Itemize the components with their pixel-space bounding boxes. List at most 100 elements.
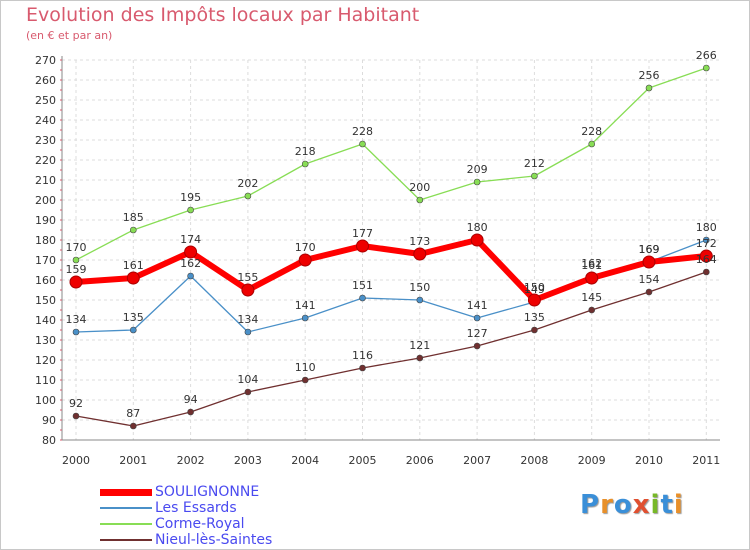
x-tick-label: 2010 <box>635 454 663 467</box>
data-point <box>702 236 710 244</box>
y-tick-label: 200 <box>35 194 56 207</box>
data-label: 162 <box>180 257 201 270</box>
data-label: 195 <box>180 191 201 204</box>
data-point <box>699 249 713 263</box>
data-label: 155 <box>237 271 258 284</box>
series-line-corme-royal <box>75 67 707 261</box>
data-point <box>359 140 366 148</box>
data-point <box>642 255 656 269</box>
legend-label: Nieul-lès-Saintes <box>155 532 273 548</box>
data-label: 172 <box>696 237 717 250</box>
x-tick-label: 2009 <box>578 454 606 467</box>
data-label: 228 <box>352 125 373 138</box>
data-label: 141 <box>467 299 488 312</box>
data-label: 94 <box>184 393 198 406</box>
data-point <box>645 84 653 92</box>
data-point <box>69 275 83 289</box>
data-point <box>244 192 252 200</box>
x-tick-label: 2008 <box>520 454 548 467</box>
data-point <box>130 422 137 430</box>
data-label: 154 <box>639 273 660 286</box>
legend-swatch <box>100 539 152 541</box>
line-chart: 8090100110120130140150160170180190200210… <box>35 49 720 467</box>
data-label: 87 <box>126 407 140 420</box>
data-label: 173 <box>409 235 430 248</box>
data-point <box>130 226 137 234</box>
data-point <box>72 328 80 336</box>
legend-swatch <box>100 523 152 525</box>
data-point <box>585 271 599 285</box>
logo-letter: r <box>600 490 614 520</box>
data-label: 151 <box>352 279 373 292</box>
data-point <box>588 306 596 314</box>
data-label: 164 <box>696 253 717 266</box>
data-point <box>702 268 710 276</box>
legend-swatch <box>100 489 152 496</box>
data-point <box>301 314 309 322</box>
data-point <box>126 271 140 285</box>
x-tick-label: 2005 <box>349 454 377 467</box>
y-tick-label: 260 <box>35 74 56 87</box>
data-label: 180 <box>696 221 717 234</box>
legend-swatch <box>100 507 152 509</box>
x-tick-label: 2004 <box>291 454 319 467</box>
y-tick-label: 130 <box>35 334 56 347</box>
logo-letter: P <box>580 490 601 520</box>
chart-title: Evolution des Impôts locaux par Habitant <box>26 4 420 26</box>
data-point <box>187 206 194 214</box>
y-tick-label: 240 <box>35 114 56 127</box>
data-point <box>531 326 538 334</box>
y-tick-label: 100 <box>35 394 56 407</box>
y-tick-label: 220 <box>35 154 56 167</box>
data-label: 266 <box>696 49 717 62</box>
data-label: 185 <box>123 211 144 224</box>
data-label: 169 <box>639 243 660 256</box>
y-tick-label: 190 <box>35 214 56 227</box>
data-point <box>473 342 481 350</box>
data-label: 92 <box>69 397 83 410</box>
data-label: 177 <box>352 227 373 240</box>
data-label: 180 <box>467 221 488 234</box>
data-label: 145 <box>581 291 602 304</box>
data-label: 141 <box>295 299 316 312</box>
data-point <box>244 328 252 336</box>
data-point <box>702 64 710 72</box>
data-point <box>416 296 424 304</box>
data-point <box>470 233 484 247</box>
data-label: 209 <box>467 163 488 176</box>
x-tick-label: 2007 <box>463 454 491 467</box>
chart-subtitle: (en € et par an) <box>26 29 113 42</box>
data-label: 116 <box>352 349 373 362</box>
x-tick-label: 2001 <box>119 454 147 467</box>
data-point <box>301 376 309 384</box>
data-point <box>588 140 596 148</box>
data-point <box>473 314 481 322</box>
data-label: 159 <box>66 263 87 276</box>
data-point <box>527 293 541 307</box>
data-label: 200 <box>409 181 430 194</box>
data-label: 170 <box>66 241 87 254</box>
data-label: 150 <box>409 281 430 294</box>
y-tick-label: 230 <box>35 134 56 147</box>
data-label: 104 <box>237 373 258 386</box>
data-label: 161 <box>581 259 602 272</box>
logo-letter: t <box>660 490 674 520</box>
y-tick-label: 90 <box>42 414 56 427</box>
y-tick-label: 160 <box>35 274 56 287</box>
data-label: 135 <box>524 311 545 324</box>
data-point <box>184 245 198 259</box>
x-tick-label: 2006 <box>406 454 434 467</box>
data-point <box>187 272 194 280</box>
data-label: 150 <box>524 281 545 294</box>
data-label: 162 <box>581 257 602 270</box>
data-point <box>645 288 653 296</box>
logo-letter: i <box>673 490 684 520</box>
data-point <box>244 388 252 396</box>
data-label: 161 <box>123 259 144 272</box>
x-tick-label: 2011 <box>692 454 720 467</box>
data-point <box>72 256 80 264</box>
x-tick-label: 2003 <box>234 454 262 467</box>
series-line-nieul-l-s-saintes <box>75 271 707 427</box>
logo-letter: i <box>650 490 661 520</box>
